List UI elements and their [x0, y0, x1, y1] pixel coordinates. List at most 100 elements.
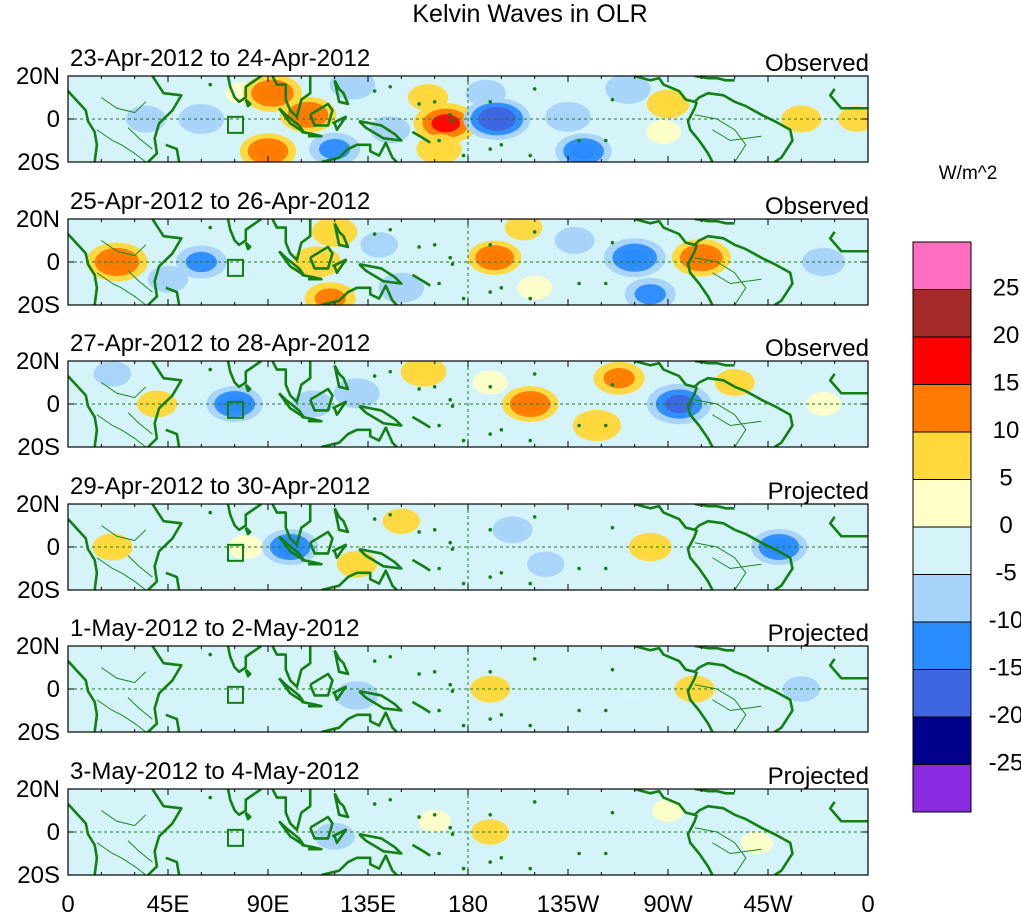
- anomaly-14-level-2: [634, 284, 666, 305]
- coastline: [165, 713, 181, 732]
- island: [432, 100, 437, 104]
- coastline: [68, 375, 99, 447]
- panel-date-label: 29-Apr-2012 to 30-Apr-2012: [70, 473, 370, 500]
- coastline: [331, 258, 348, 275]
- y-tick-label: 20S: [17, 292, 60, 319]
- island: [488, 860, 493, 864]
- colorbar-label: -20: [989, 702, 1021, 729]
- island: [208, 367, 213, 372]
- island: [577, 566, 581, 571]
- island: [388, 654, 393, 659]
- colorbar-swatch: [912, 574, 972, 623]
- island: [488, 717, 493, 721]
- y-tick-label: 0: [47, 249, 60, 276]
- island: [610, 382, 615, 387]
- panel-kind-label: Observed: [765, 335, 869, 362]
- anomaly-12-level-2: [562, 232, 588, 249]
- country-border: [127, 555, 153, 578]
- island: [388, 84, 393, 89]
- coastline: [226, 219, 263, 247]
- country-border: [694, 542, 747, 590]
- island: [437, 138, 441, 143]
- coastline: [333, 364, 350, 391]
- island: [499, 856, 504, 860]
- coastline: [309, 672, 334, 697]
- anomaly-15-level-2: [553, 107, 583, 127]
- coastline: [244, 241, 252, 251]
- anomaly-11-level-1: [504, 219, 543, 241]
- island: [432, 243, 437, 247]
- coastline: [147, 219, 183, 305]
- coastline: [321, 284, 398, 305]
- anomaly-9-level-3: [482, 250, 507, 266]
- coastline: [147, 504, 183, 590]
- country-border: [712, 842, 762, 855]
- anomaly-7-level-1: [472, 370, 508, 395]
- x-tick-label: 180: [448, 891, 488, 918]
- x-tick-label: 45W: [743, 891, 793, 918]
- colorbar-label: 5: [999, 465, 1012, 492]
- island: [488, 432, 493, 436]
- panel-date-label: 25-Apr-2012 to 26-Apr-2012: [70, 188, 370, 215]
- index-box: [227, 258, 244, 277]
- anomaly-16-level-3: [571, 143, 597, 160]
- coastline: [411, 273, 431, 287]
- country-border: [101, 382, 147, 399]
- coastline: [331, 400, 348, 417]
- island: [461, 153, 466, 158]
- y-tick-label: 20N: [16, 633, 60, 660]
- coastline: [278, 250, 305, 277]
- island: [448, 255, 453, 260]
- island: [603, 566, 608, 571]
- island: [388, 797, 393, 802]
- country-border: [694, 399, 747, 447]
- anomaly-5-level-2: [342, 384, 371, 403]
- island: [532, 230, 537, 234]
- island: [372, 232, 377, 236]
- island: [488, 147, 493, 151]
- coastline: [271, 219, 312, 262]
- island: [488, 385, 493, 389]
- island: [461, 296, 466, 301]
- coastline: [309, 387, 334, 412]
- x-tick-label: 45E: [147, 891, 190, 918]
- coastline: [301, 273, 323, 281]
- coastlines: [68, 219, 868, 305]
- island: [488, 100, 493, 104]
- colorbar-swatch: [912, 336, 972, 385]
- island: [372, 659, 377, 663]
- coastline: [301, 558, 323, 566]
- island: [432, 670, 437, 674]
- coastline: [226, 76, 263, 104]
- coastline: [333, 79, 350, 106]
- coastline: [278, 677, 305, 704]
- coastline: [634, 504, 794, 590]
- anomaly-contours: [68, 646, 868, 732]
- anomaly-10-level-1: [517, 275, 553, 300]
- coastline: [68, 660, 99, 732]
- anomaly-8-level-2: [338, 76, 367, 94]
- island: [610, 667, 615, 672]
- coastline: [309, 102, 334, 127]
- coastline: [333, 649, 350, 676]
- coastline: [331, 828, 348, 845]
- anomaly-1-level-2: [133, 110, 159, 128]
- island: [499, 143, 504, 147]
- island: [372, 802, 377, 806]
- anomaly-7-level-1: [360, 232, 398, 258]
- coastline: [411, 843, 431, 857]
- coastline: [333, 792, 350, 819]
- island: [532, 657, 537, 661]
- island: [208, 225, 213, 230]
- colorbar-swatch: [912, 716, 972, 765]
- island: [603, 138, 608, 143]
- y-tick-label: 20S: [17, 862, 60, 889]
- coastline: [694, 219, 735, 225]
- coastline: [331, 115, 348, 132]
- coastline: [358, 119, 403, 142]
- coastline: [244, 383, 252, 393]
- colorbar-units: W/m^2: [939, 163, 998, 184]
- panel-kind-label: Observed: [765, 193, 869, 220]
- country-border: [101, 97, 147, 114]
- colorbar-swatch: [912, 384, 972, 433]
